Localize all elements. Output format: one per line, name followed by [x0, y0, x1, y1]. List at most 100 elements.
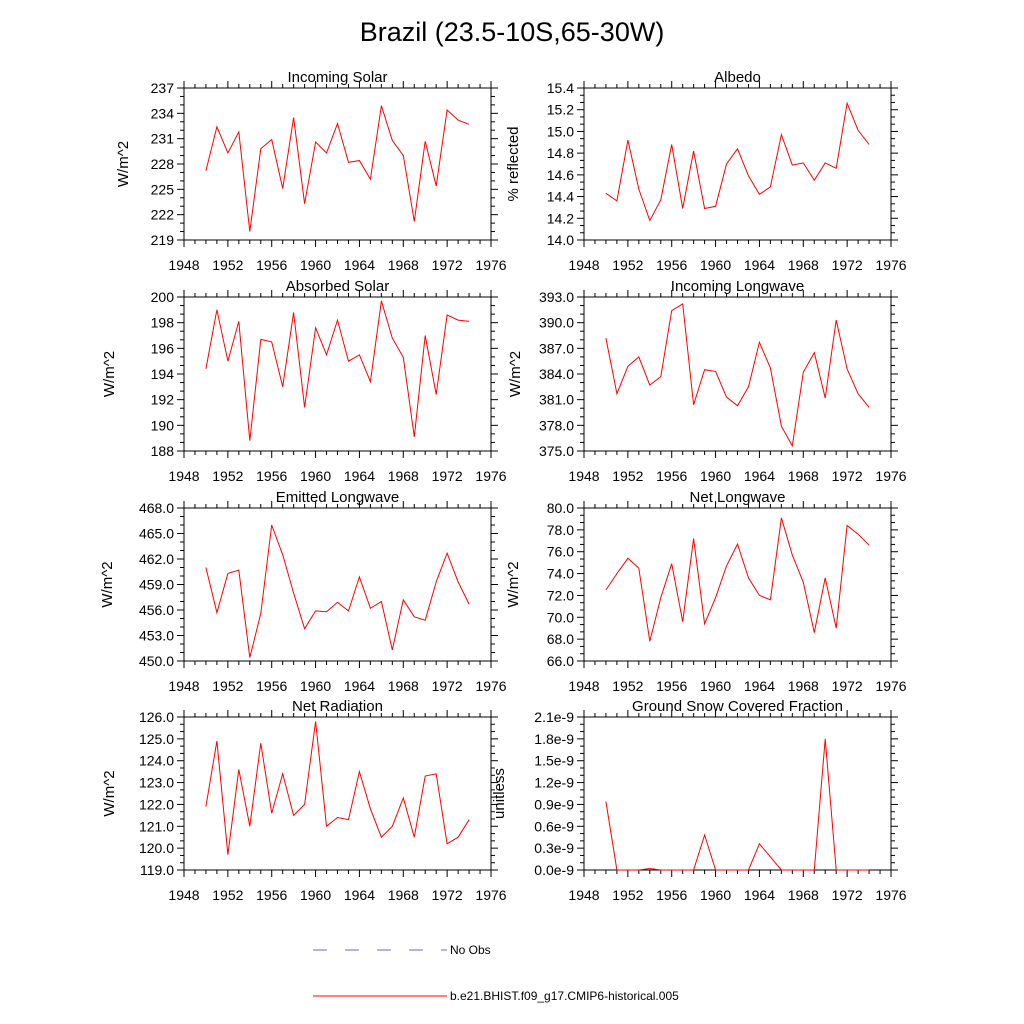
x-tick-label: 1964 — [744, 257, 775, 273]
panel-title: Ground Snow Covered Fraction — [632, 698, 843, 715]
plot-frame — [583, 507, 892, 662]
x-tick-label: 1960 — [300, 678, 331, 694]
y-tick-label: 120.0 — [139, 840, 174, 856]
x-tick-label: 1968 — [388, 257, 419, 273]
y-tick-label: 456.0 — [139, 602, 174, 618]
x-tick-label: 1952 — [612, 887, 643, 903]
series-line-net-longwave — [605, 517, 870, 642]
y-tick-label: 393.0 — [539, 289, 574, 305]
y-tick-label: 15.2 — [547, 102, 574, 118]
y-tick-label: 1.5e-9 — [534, 753, 574, 769]
x-tick-label: 1976 — [875, 257, 906, 273]
y-axis-title: W/m^2 — [507, 351, 524, 397]
x-tick-label: 1964 — [744, 678, 775, 694]
x-tick-label: 1952 — [212, 678, 243, 694]
panel-absorbed-solar: 1948 1952 1956 1960 1964 1968 1972 1976 188 190 19… — [101, 278, 507, 484]
y-tick-label: 200 — [151, 289, 175, 305]
y-tick-label: 15.4 — [547, 80, 574, 96]
legend-model-label: b.e21.BHIST.f09_g17.CMIP6-historical.005 — [450, 989, 679, 1003]
panel-title: Net Longwave — [690, 489, 786, 506]
panel-emitted-longwave: 1948 1952 1956 1960 1964 1968 1972 1976 450.0 453… — [99, 489, 507, 694]
x-tick-label: 1948 — [168, 257, 199, 273]
x-tick-label: 1968 — [788, 257, 819, 273]
y-axis-title: W/m^2 — [101, 351, 118, 397]
x-tick-label: 1968 — [788, 678, 819, 694]
x-tick-label: 1976 — [875, 468, 906, 484]
x-tick-label: 1948 — [568, 468, 599, 484]
y-tick-label: 124.0 — [139, 753, 174, 769]
y-tick-label: 462.0 — [139, 551, 174, 567]
figure-title: Brazil (23.5-10S,65-30W) — [360, 17, 665, 47]
y-axis-title: W/m^2 — [505, 561, 522, 607]
series-line-absorbed-solar — [205, 300, 470, 441]
y-tick-label: 387.0 — [539, 340, 574, 356]
panel-title: Net Radiation — [292, 698, 383, 715]
y-tick-label: 453.0 — [139, 628, 174, 644]
y-tick-label: 237 — [151, 80, 175, 96]
y-tick-label: 228 — [151, 156, 175, 172]
panels-group: 1948 1952 1956 1960 1964 1968 1972 1976 219 222 22… — [99, 69, 907, 903]
y-tick-label: 459.0 — [139, 577, 174, 593]
y-tick-label: 222 — [151, 207, 175, 223]
x-tick-label: 1956 — [256, 887, 287, 903]
x-tick-label: 1956 — [256, 678, 287, 694]
panel-incoming-longwave: 1948 1952 1956 1960 1964 1968 1972 1976 375.0 378… — [507, 278, 907, 484]
y-axis-title: W/m^2 — [99, 561, 116, 607]
y-tick-label: 384.0 — [539, 366, 574, 382]
plot-frame — [583, 716, 892, 871]
y-tick-label: 450.0 — [139, 653, 174, 669]
x-tick-label: 1960 — [700, 257, 731, 273]
y-tick-label: 1.8e-9 — [534, 731, 574, 747]
y-tick-label: 14.8 — [547, 145, 574, 161]
x-tick-label: 1972 — [832, 887, 863, 903]
x-tick-label: 1956 — [656, 678, 687, 694]
y-tick-label: 0.9e-9 — [534, 796, 574, 812]
panel-title: Incoming Solar — [287, 69, 387, 86]
y-tick-label: 2.1e-9 — [534, 709, 574, 725]
y-tick-label: 76.0 — [547, 544, 574, 560]
x-tick-label: 1972 — [432, 678, 463, 694]
plot-frame — [183, 87, 492, 241]
x-tick-label: 1968 — [388, 468, 419, 484]
x-tick-label: 1972 — [832, 678, 863, 694]
y-tick-label: 0.0e-9 — [534, 862, 574, 878]
x-tick-label: 1976 — [875, 678, 906, 694]
plot-frame — [183, 716, 492, 871]
x-tick-label: 1960 — [300, 887, 331, 903]
x-tick-label: 1960 — [300, 468, 331, 484]
plot-frame — [583, 87, 892, 241]
x-tick-label: 1956 — [656, 257, 687, 273]
x-tick-label: 1948 — [168, 887, 199, 903]
y-tick-label: 468.0 — [139, 500, 174, 516]
y-tick-label: 190 — [151, 417, 175, 433]
x-tick-label: 1964 — [744, 468, 775, 484]
y-tick-label: 80.0 — [547, 500, 574, 516]
x-tick-label: 1956 — [256, 468, 287, 484]
y-tick-label: 15.0 — [547, 123, 574, 139]
x-tick-label: 1952 — [212, 887, 243, 903]
y-tick-label: 74.0 — [547, 566, 574, 582]
x-tick-label: 1972 — [432, 257, 463, 273]
panel-title: Emitted Longwave — [276, 489, 399, 506]
legend: No Obs b.e21.BHIST.f09_g17.CMIP6-histori… — [313, 943, 679, 1003]
panel-net-radiation: 1948 1952 1956 1960 1964 1968 1972 1976 119.0 120… — [101, 698, 507, 903]
panel-incoming-solar: 1948 1952 1956 1960 1964 1968 1972 1976 219 222 22… — [115, 69, 507, 273]
x-tick-label: 1952 — [212, 468, 243, 484]
x-tick-label: 1976 — [475, 887, 506, 903]
plot-frame — [183, 507, 492, 662]
x-tick-label: 1976 — [475, 678, 506, 694]
panel-title: Incoming Longwave — [671, 278, 804, 295]
y-tick-label: 188 — [151, 443, 175, 459]
y-tick-label: 375.0 — [539, 443, 574, 459]
panel-net-longwave: 1948 1952 1956 1960 1964 1968 1972 1976 66.0 68.0… — [505, 489, 907, 694]
y-tick-label: 125.0 — [139, 731, 174, 747]
x-tick-label: 1956 — [656, 887, 687, 903]
y-tick-label: 68.0 — [547, 631, 574, 647]
x-tick-label: 1972 — [432, 468, 463, 484]
x-tick-label: 1952 — [612, 678, 643, 694]
y-axis-title: % reflected — [505, 126, 522, 201]
x-tick-label: 1952 — [212, 257, 243, 273]
y-tick-label: 122.0 — [139, 796, 174, 812]
x-tick-label: 1972 — [832, 257, 863, 273]
series-line-ground-snow-covered-fraction — [605, 738, 870, 871]
